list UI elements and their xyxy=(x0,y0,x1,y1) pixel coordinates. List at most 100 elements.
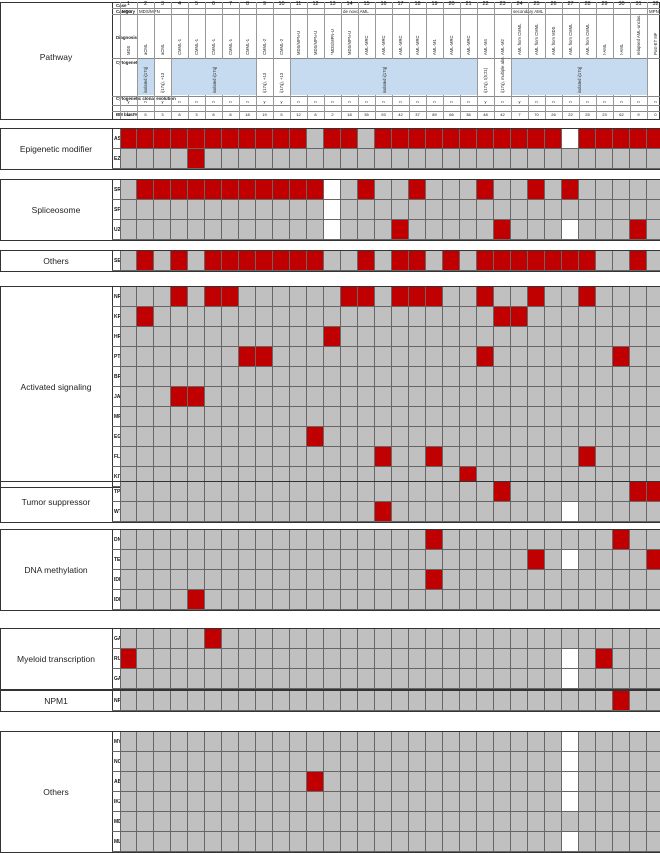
mutation-cell-notch1 xyxy=(375,752,392,772)
mutation-cell-idh1 xyxy=(358,570,375,590)
group-border-left xyxy=(0,128,1,169)
mutation-cell-asxl1 xyxy=(205,129,222,149)
cytogenetics-band xyxy=(172,59,256,95)
mutation-cell-srsf2 xyxy=(528,180,545,200)
mutation-cell-idh1 xyxy=(324,570,341,590)
mutation-cell-notch1 xyxy=(647,752,660,772)
case-number: 1 xyxy=(126,1,131,7)
diagnosis-label: AML-MRC xyxy=(398,35,403,55)
mutation-cell-ptpn11 xyxy=(290,347,307,367)
mutation-cell-asxl1 xyxy=(443,129,460,149)
mutation-cell-egfr xyxy=(205,427,222,447)
mutation-cell-tet2 xyxy=(630,550,647,570)
mutation-cell-gata2 xyxy=(528,629,545,649)
mutation-cell-u2af1 xyxy=(477,220,494,240)
mutation-cell-abl1 xyxy=(358,772,375,792)
mutation-cell-asxl1 xyxy=(256,129,273,149)
mutation-cell-idh1 xyxy=(171,570,188,590)
bm-blast-value: 66 xyxy=(449,112,454,117)
mutation-cell-ml1 xyxy=(511,832,528,852)
mutation-cell-ptpn11 xyxy=(154,347,171,367)
mutation-cell-sf3b1 xyxy=(579,200,596,220)
mutation-cell-ptpn11 xyxy=(511,347,528,367)
mutation-cell-tet2 xyxy=(647,550,660,570)
group-border-left xyxy=(0,628,1,689)
mutation-cell-idh1 xyxy=(154,570,171,590)
bm-blast-value: 7 xyxy=(518,112,521,117)
header-column-line xyxy=(120,2,121,119)
mutation-cell-ml1 xyxy=(426,832,443,852)
mutation-cell-flt3 xyxy=(239,447,256,467)
mutation-cell-setbp1 xyxy=(494,251,511,271)
mutation-cell-asxl1 xyxy=(171,129,188,149)
mutation-cell-sf3b1 xyxy=(477,200,494,220)
bm-blast-value: 42 xyxy=(500,112,505,117)
mutation-cell-setbp1 xyxy=(562,251,579,271)
mutation-cell-idh2 xyxy=(562,590,579,610)
gene-row-line xyxy=(112,148,120,149)
mutation-cell-tet2 xyxy=(290,550,307,570)
mutation-cell-gata1 xyxy=(596,669,613,689)
mutation-cell-gata1 xyxy=(256,669,273,689)
diagnosis-label: aCML xyxy=(160,43,165,55)
mutation-cell-kras xyxy=(477,307,494,327)
mutation-cell-u2af1 xyxy=(613,220,630,240)
mutation-cell-dnmt3a xyxy=(392,530,409,550)
cytogenetics-label: i(17q), +13 xyxy=(160,72,165,93)
mutation-cell-idh1 xyxy=(239,570,256,590)
mutation-cell-wt1 xyxy=(545,502,562,522)
mutation-cell-notch1 xyxy=(579,752,596,772)
mutation-cell-ml1 xyxy=(154,832,171,852)
mutation-cell-jak2 xyxy=(596,387,613,407)
mutation-cell-mpl xyxy=(630,407,647,427)
mutation-cell-tet2 xyxy=(188,550,205,570)
mutation-cell-sf3b1 xyxy=(273,200,290,220)
mutation-cell-ikzf2 xyxy=(341,792,358,812)
mutation-cell-kras xyxy=(256,307,273,327)
mutation-cell-myd88 xyxy=(528,732,545,752)
mutation-cell-npm1 xyxy=(562,691,579,711)
mutation-cell-gata2 xyxy=(188,629,205,649)
mutation-cell-ml1 xyxy=(579,832,596,852)
mutation-cell-notch1 xyxy=(477,752,494,772)
mutation-cell-srsf2 xyxy=(205,180,222,200)
mutation-cell-ml1 xyxy=(630,832,647,852)
mutation-cell-tp53 xyxy=(188,482,205,502)
mutation-cell-tet2 xyxy=(239,550,256,570)
mutation-cell-ml1 xyxy=(239,832,256,852)
mutation-cell-srsf2 xyxy=(171,180,188,200)
mutation-cell-wt1 xyxy=(443,502,460,522)
mutation-cell-nras xyxy=(460,287,477,307)
case-number: 13 xyxy=(329,1,336,7)
mutation-cell-dnmt3a xyxy=(528,530,545,550)
mutation-cell-gata2 xyxy=(562,629,579,649)
gene-row-line xyxy=(112,771,120,772)
bm-blast-value: 12 xyxy=(126,112,131,117)
mutation-cell-mdm2 xyxy=(579,812,596,832)
mutation-cell-ml1 xyxy=(528,832,545,852)
mutation-cell-braf xyxy=(324,367,341,387)
mutation-cell-runx1 xyxy=(137,649,154,669)
mutation-cell-wt1 xyxy=(222,502,239,522)
mutation-cell-setbp1 xyxy=(324,251,341,271)
group-label: Epigenetic modifier xyxy=(19,143,93,154)
mutation-cell-wt1 xyxy=(273,502,290,522)
mutation-cell-abl1 xyxy=(256,772,273,792)
mutation-cell-egfr xyxy=(222,427,239,447)
mutation-cell-wt1 xyxy=(579,502,596,522)
mutation-cell-ezh2 xyxy=(426,149,443,169)
mutation-cell-srsf2 xyxy=(562,180,579,200)
mutation-cell-tp53 xyxy=(375,482,392,502)
mutation-cell-tp53 xyxy=(460,482,477,502)
mutation-cell-kras xyxy=(409,307,426,327)
mutation-cell-setbp1 xyxy=(273,251,290,271)
mutation-cell-myd88 xyxy=(511,732,528,752)
mutation-cell-ml1 xyxy=(409,832,426,852)
case-number: 21 xyxy=(465,1,472,7)
diagnosis-row-label: Diagnosis xyxy=(116,35,137,40)
mutation-cell-mdm2 xyxy=(613,812,630,832)
mutation-cell-egfr xyxy=(324,427,341,447)
mutation-cell-egfr xyxy=(647,427,660,447)
mutation-cell-myd88 xyxy=(341,732,358,752)
mutation-cell-egfr xyxy=(443,427,460,447)
